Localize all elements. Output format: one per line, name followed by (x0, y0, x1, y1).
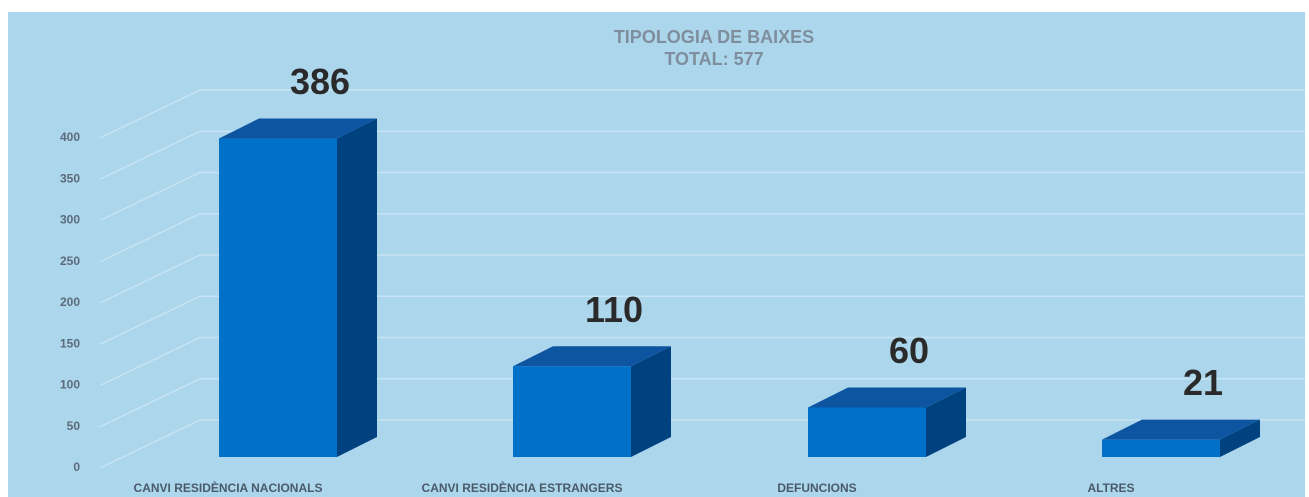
bar-side (926, 387, 966, 457)
chart-subtitle: TOTAL: 577 (664, 49, 763, 69)
y-tick-label: 300 (60, 213, 80, 227)
y-tick-label: 0 (73, 460, 80, 474)
bar-front (808, 407, 926, 457)
bar-side (337, 118, 377, 458)
bar (808, 387, 966, 457)
bar (219, 118, 377, 458)
y-tick-label: 350 (60, 171, 80, 185)
bar-side (631, 346, 671, 457)
y-tick-label: 150 (60, 336, 80, 350)
x-tick-label: CANVI RESIDÈNCIA NACIONALS (134, 480, 323, 495)
chart-title: TIPOLOGIA DE BAIXES (614, 27, 814, 47)
grid-line (99, 213, 1305, 263)
y-tick-label: 400 (60, 130, 80, 144)
bar-top (808, 387, 966, 408)
bar-front (219, 138, 337, 458)
grid-line (99, 254, 1305, 304)
x-tick-label: ALTRES (1087, 481, 1134, 495)
bar-top (1102, 419, 1260, 440)
grid-line (99, 171, 1305, 222)
value-label: 60 (889, 330, 929, 371)
y-tick-label: 200 (60, 295, 80, 309)
bar-side (1220, 419, 1260, 457)
value-label: 386 (290, 61, 350, 102)
value-label: 110 (585, 289, 643, 330)
grid-line (99, 336, 1305, 387)
y-tick-label: 50 (67, 419, 81, 433)
grid-line (99, 378, 1305, 428)
grid-line (99, 89, 1305, 139)
x-tick-label: CANVI RESIDÈNCIA ESTRANGERS (422, 480, 623, 495)
grid-line (99, 130, 1305, 180)
y-tick-label: 100 (60, 378, 80, 392)
value-label: 21 (1183, 362, 1223, 403)
bar (1102, 419, 1260, 457)
bar (513, 346, 671, 457)
bar-top (513, 346, 671, 367)
bar-front (1102, 439, 1220, 457)
grid-line (99, 295, 1305, 345)
x-tick-label: DEFUNCIONS (777, 481, 856, 495)
bar-top (219, 118, 377, 139)
bar-front (513, 366, 631, 457)
y-tick-label: 250 (60, 254, 80, 268)
